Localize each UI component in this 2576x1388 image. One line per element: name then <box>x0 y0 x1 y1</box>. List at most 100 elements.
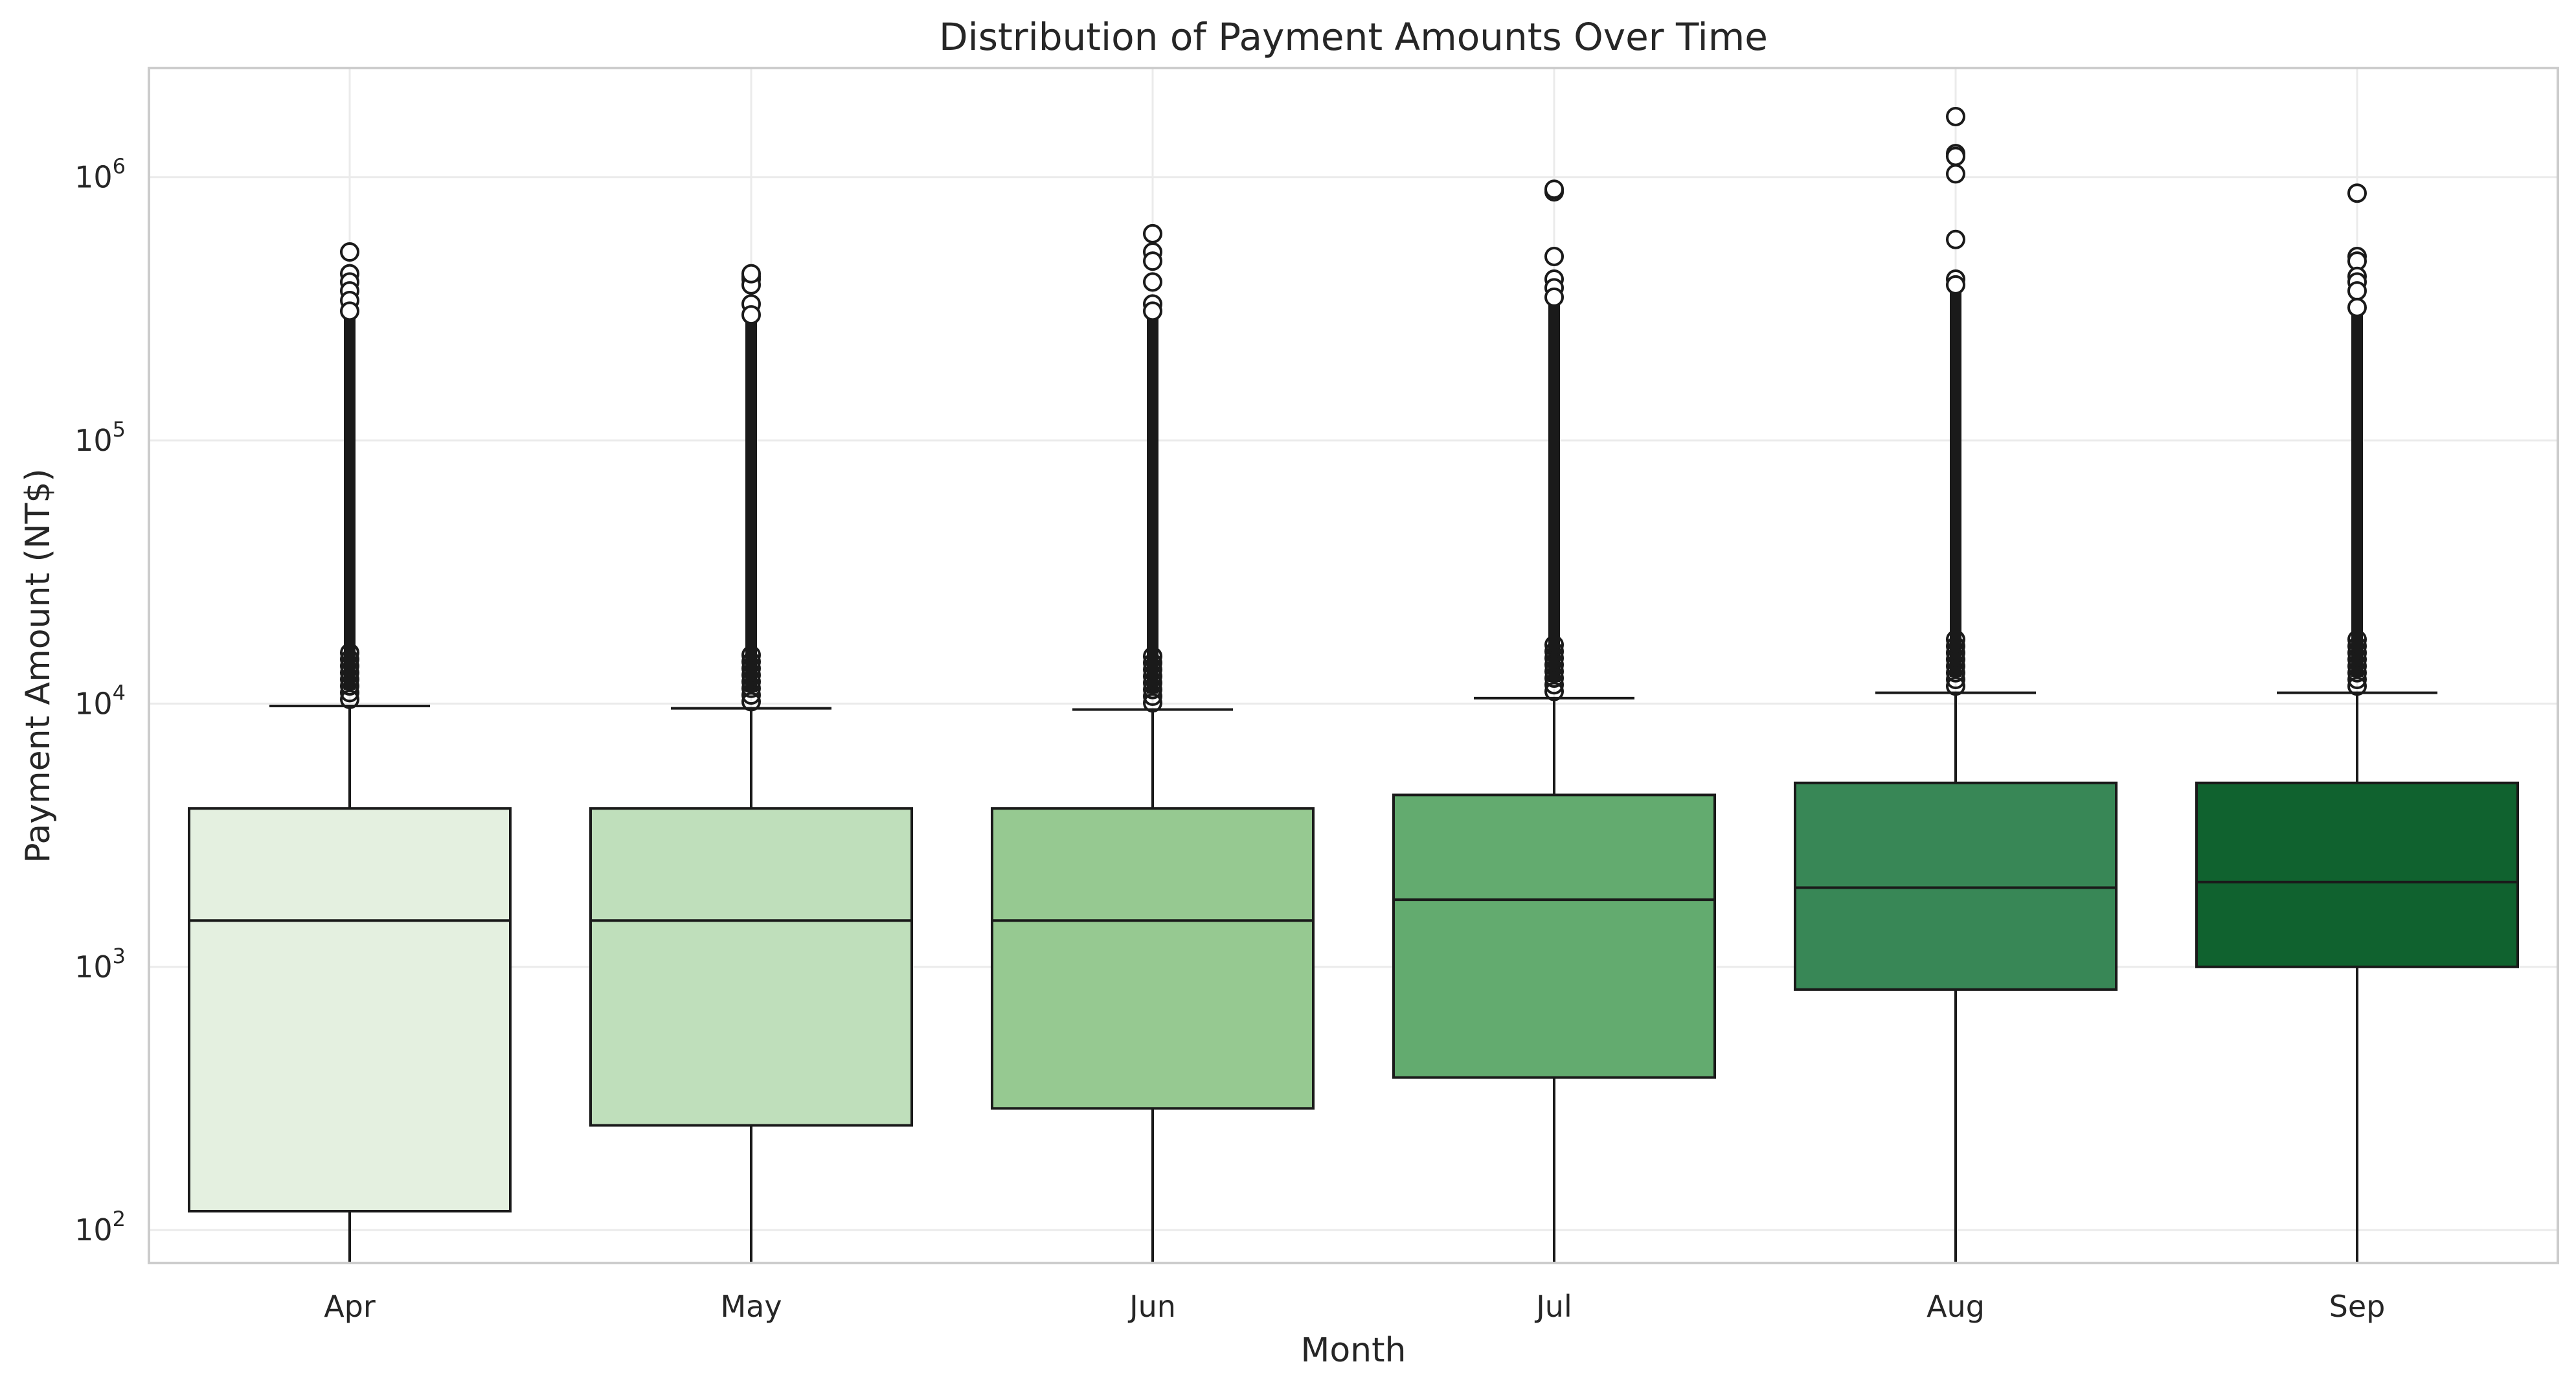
outlier-point <box>741 645 761 665</box>
outlier-point <box>1946 164 1965 184</box>
y-tick-base: 10 <box>74 950 113 984</box>
box-group-aug <box>1794 106 2118 1263</box>
outlier-point <box>1143 653 1162 673</box>
box-group-sep <box>2195 183 2519 1263</box>
outlier-point <box>2347 297 2367 317</box>
outlier-point <box>1946 656 1965 676</box>
outlier-point <box>741 305 761 325</box>
outlier-point <box>340 683 359 703</box>
outlier-point <box>741 665 761 685</box>
outlier-point <box>340 301 359 321</box>
y-tick-base: 10 <box>74 686 113 721</box>
outlier-point-top <box>340 242 359 262</box>
outlier-point <box>2347 630 2367 650</box>
outlier-point <box>1946 643 1965 663</box>
x-tick-label: Jul <box>1534 1289 1572 1324</box>
x-axis-label: Month <box>1301 1331 1407 1370</box>
x-tick-label: Sep <box>2329 1289 2386 1324</box>
outlier-point <box>1946 676 1965 696</box>
y-tick-exponent: 3 <box>113 944 126 968</box>
y-tick-exponent: 2 <box>113 1207 126 1231</box>
outlier-point <box>1946 146 1965 166</box>
y-tick-label: 105 <box>74 417 126 458</box>
outlier-point <box>340 689 359 709</box>
outlier-point <box>2347 656 2367 676</box>
box-group-may <box>589 264 913 1263</box>
outlier-point <box>1143 673 1162 693</box>
y-tick-exponent: 6 <box>113 154 126 179</box>
outlier-point-top <box>741 264 761 284</box>
iqr-box <box>2195 781 2519 968</box>
iqr-box <box>1794 781 2118 991</box>
box-group-jun <box>991 223 1315 1263</box>
y-tick-label: 106 <box>74 154 126 195</box>
outlier-point <box>1544 661 1564 681</box>
outlier-point <box>1544 655 1564 675</box>
y-tick-exponent: 5 <box>113 417 126 442</box>
outlier-point <box>741 678 761 698</box>
outlier-point <box>1143 679 1162 700</box>
outlier-point <box>1544 635 1564 655</box>
outlier-point <box>1143 646 1162 666</box>
outlier-point-top <box>1946 106 1965 126</box>
plot-frame <box>148 67 2559 1264</box>
y-tick-exponent: 4 <box>113 680 126 705</box>
y-tick-label: 103 <box>74 944 126 984</box>
outlier-point <box>340 663 359 683</box>
outlier-point <box>1946 670 1965 690</box>
outlier-point <box>340 656 359 676</box>
outlier-point <box>340 669 359 689</box>
outlier-point <box>1143 301 1162 321</box>
outlier-point <box>1544 641 1564 661</box>
outlier-point <box>1946 650 1965 670</box>
outlier-point <box>1143 693 1162 713</box>
outlier-point <box>340 650 359 670</box>
outlier-point <box>1143 666 1162 687</box>
chart-title: Distribution of Payment Amounts Over Tim… <box>939 15 1768 59</box>
outlier-point-top <box>1544 179 1564 199</box>
outlier-point <box>1946 663 1965 683</box>
outlier-point <box>1946 636 1965 656</box>
outlier-point <box>340 676 359 696</box>
outlier-point <box>2347 676 2367 696</box>
outlier-point <box>741 692 761 712</box>
outlier-point <box>1544 287 1564 307</box>
box-group-jul <box>1392 179 1716 1263</box>
outlier-point <box>2347 636 2367 656</box>
outlier-point <box>741 652 761 672</box>
outlier-point <box>741 685 761 705</box>
outlier-point <box>2347 643 2367 663</box>
outlier-point <box>1544 681 1564 701</box>
y-tick-base: 10 <box>74 1212 113 1247</box>
y-tick-base: 10 <box>74 423 113 458</box>
outlier-point-top <box>2347 183 2367 203</box>
y-axis-label: Payment Amount (NT$) <box>19 468 58 863</box>
y-tick-base: 10 <box>74 160 113 195</box>
x-tick-label: Aug <box>1926 1289 1985 1324</box>
outlier-point <box>1544 668 1564 688</box>
outlier-point <box>1143 659 1162 679</box>
x-tick-label: Apr <box>324 1289 376 1324</box>
box-layer <box>188 106 2519 1263</box>
outlier-point <box>1946 630 1965 650</box>
x-tick-label: Jun <box>1127 1289 1176 1324</box>
iqr-box <box>589 807 913 1127</box>
y-tick-label: 104 <box>74 680 126 721</box>
outlier-point <box>340 643 359 663</box>
outlier-point <box>2347 670 2367 690</box>
y-tick-label: 102 <box>74 1207 126 1247</box>
iqr-box <box>188 807 512 1213</box>
outlier-point <box>741 658 761 678</box>
outlier-point-top <box>1143 223 1162 244</box>
outlier-point <box>1946 229 1965 249</box>
iqr-box <box>991 807 1315 1110</box>
x-tick-label: May <box>720 1289 782 1324</box>
outlier-point <box>1544 648 1564 668</box>
outlier-point <box>1544 675 1564 695</box>
outlier-point <box>741 672 761 692</box>
outlier-point <box>1946 275 1965 295</box>
outlier-point <box>2347 281 2367 301</box>
outlier-point <box>1143 272 1162 292</box>
